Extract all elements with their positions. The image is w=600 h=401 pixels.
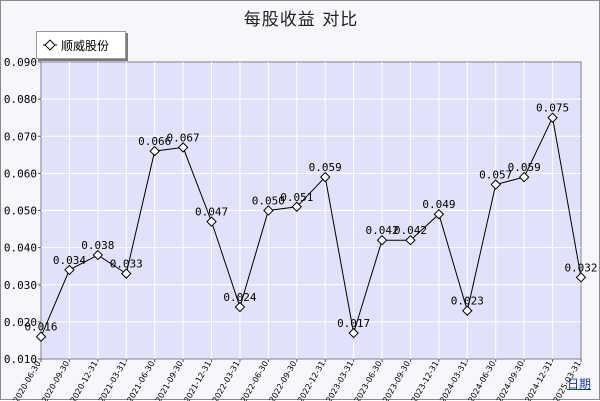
data-label: 0.042 <box>394 224 427 237</box>
data-label: 0.032 <box>564 261 597 274</box>
x-tick-label: 2023-12-31 <box>410 360 441 401</box>
x-tick-label: 2022-09-30 <box>267 360 298 401</box>
data-label: 0.024 <box>223 291 256 304</box>
data-label: 0.067 <box>167 131 200 144</box>
legend-marker-icon <box>43 38 57 52</box>
x-tick-label: 2021-09-30 <box>154 360 185 401</box>
x-tick-label: 2023-03-31 <box>324 360 355 401</box>
data-label: 0.075 <box>536 102 569 115</box>
data-label: 0.059 <box>309 161 342 174</box>
x-tick-label: 2022-03-31 <box>211 360 242 401</box>
x-tick-label: 2021-03-31 <box>97 360 128 401</box>
y-tick-label: 0.050 <box>4 205 37 218</box>
data-label: 0.016 <box>24 321 57 334</box>
data-label: 0.023 <box>451 295 484 308</box>
data-label: 0.059 <box>508 161 541 174</box>
x-tick-label: 2024-06-30 <box>466 359 497 401</box>
data-label: 0.038 <box>81 239 114 252</box>
x-tick-label: 2024-03-31 <box>438 360 469 401</box>
data-label: 0.047 <box>195 206 228 219</box>
data-label: 0.033 <box>110 258 143 271</box>
x-axis-title: 日期 <box>567 375 591 392</box>
data-label: 0.051 <box>280 191 313 204</box>
y-tick-label: 0.070 <box>4 130 37 143</box>
data-label: 0.034 <box>53 254 86 267</box>
x-tick-label: 2023-09-30 <box>381 360 412 401</box>
x-tick-label: 2021-06-30 <box>125 360 156 401</box>
data-label: 0.049 <box>422 198 455 211</box>
y-tick-label: 0.030 <box>4 279 37 292</box>
x-tick-label: 2020-12-31 <box>69 360 100 401</box>
x-tick-label: 2023-06-30 <box>353 360 384 401</box>
x-tick-label: 2021-12-31 <box>182 360 213 401</box>
y-tick-label: 0.090 <box>4 56 37 69</box>
y-tick-label: 0.060 <box>4 167 37 180</box>
legend-label: 顺威股份 <box>61 37 109 54</box>
y-tick-label: 0.080 <box>4 93 37 106</box>
x-tick-label: 2024-12-31 <box>523 360 554 401</box>
data-label: 0.017 <box>337 317 370 330</box>
x-tick-label: 2022-06-30 <box>239 360 270 401</box>
x-tick-label: 2024-09-30 <box>495 360 526 401</box>
x-tick-label: 2022-12-31 <box>296 360 327 401</box>
x-tick-label: 2020-09-30 <box>40 360 71 401</box>
y-tick-label: 0.040 <box>4 242 37 255</box>
chart-legend: 顺威股份 <box>36 31 126 59</box>
